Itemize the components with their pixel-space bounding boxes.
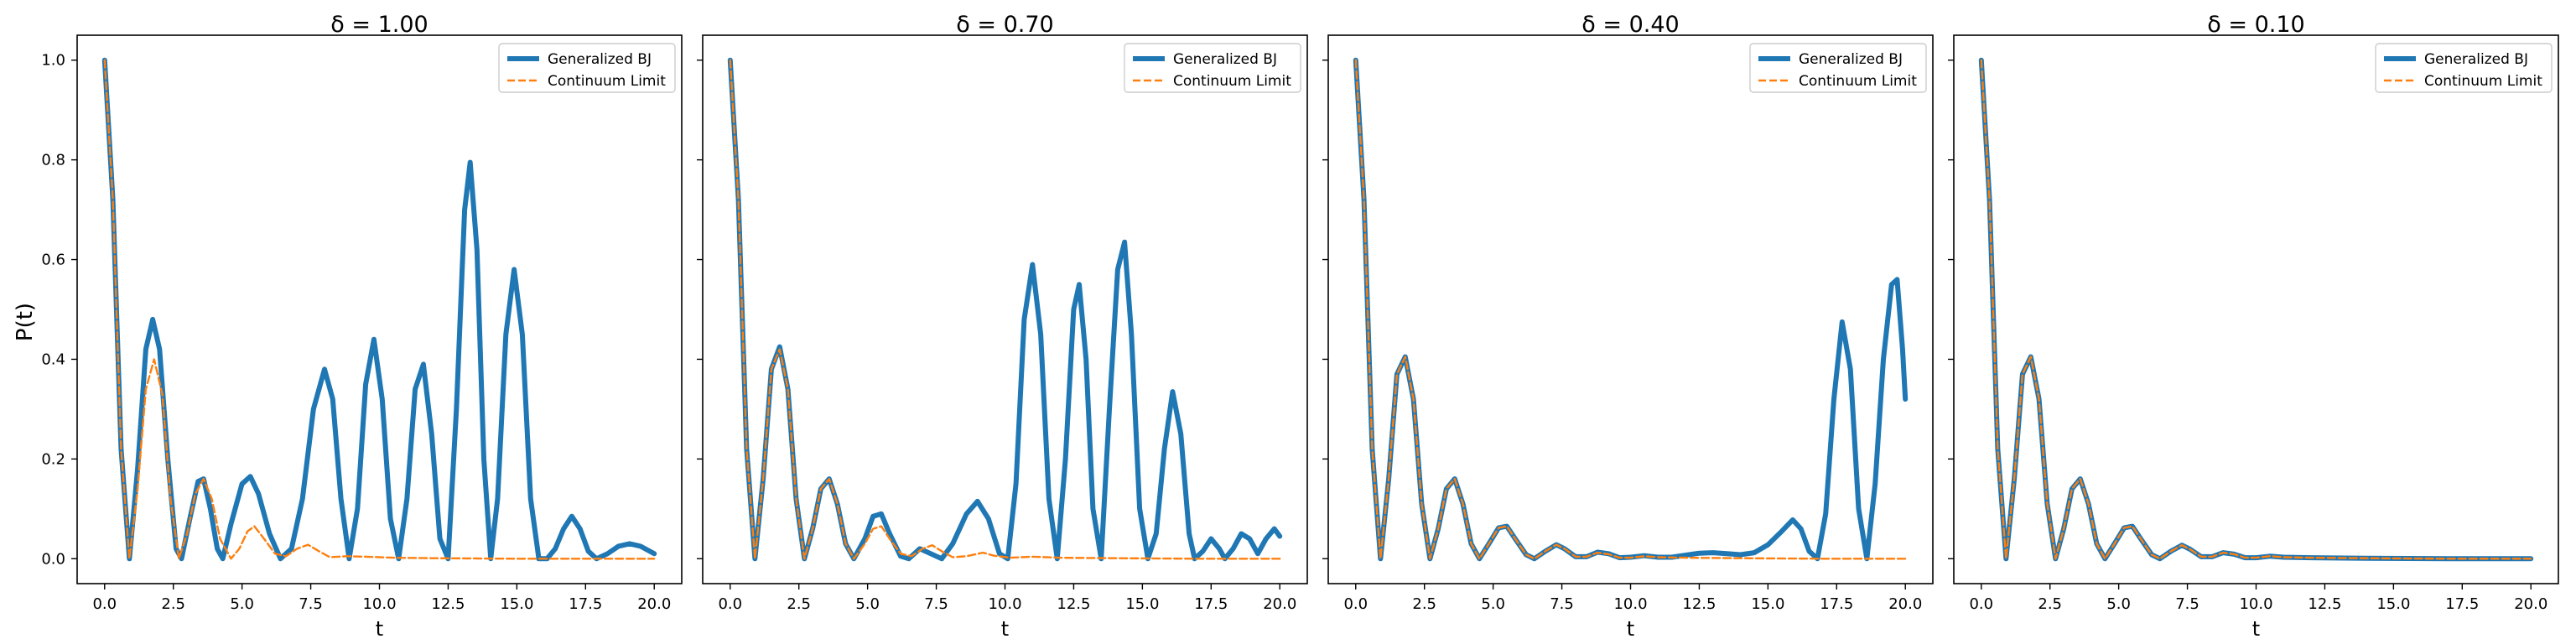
legend-label: Continuum Limit xyxy=(1799,73,1917,90)
x-tick-label: 10.0 xyxy=(362,595,396,613)
y-tick-label: 0.8 xyxy=(41,152,65,169)
x-axis-label: t xyxy=(1001,617,1009,641)
x-tick-label: 12.5 xyxy=(1682,595,1716,613)
x-axis-label: t xyxy=(2252,617,2260,641)
y-tick-label: 0.0 xyxy=(41,550,65,568)
x-tick-label: 12.5 xyxy=(2308,595,2341,613)
chart-title: δ = 0.70 xyxy=(956,12,1053,38)
x-tick-label: 10.0 xyxy=(988,595,1021,613)
chart-title: δ = 1.00 xyxy=(330,12,428,38)
chart-panel-3: 0.0 2.5 5.0 7.5 10.0 12.5 15.0 17.5 20.0 δ = 0.40… xyxy=(1322,12,1934,641)
legend-box xyxy=(2375,43,2553,93)
y-tick-label: 0.2 xyxy=(41,450,65,468)
x-tick-label: 7.5 xyxy=(924,595,948,613)
x-tick-label: 12.5 xyxy=(1057,595,1090,613)
x-tick-label: 5.0 xyxy=(230,595,254,613)
panels: 0.0 2.5 5.0 7.5 10.0 12.5 15.0 17.5 20.0 0.0 0.2 0.… xyxy=(41,12,2559,641)
x-axis-label: t xyxy=(376,617,383,641)
x-tick-label: 2.5 xyxy=(787,595,811,613)
x-tick-label: 17.5 xyxy=(569,595,602,613)
plot-frame xyxy=(1953,34,2559,584)
x-tick-label: 0.0 xyxy=(92,595,117,613)
plot-frame xyxy=(1327,34,1934,584)
x-tick-label: 12.5 xyxy=(431,595,465,613)
series-line-generalized-bj xyxy=(727,57,1283,562)
x-tick-label: 2.5 xyxy=(2038,595,2062,613)
x-tick-label: 0.0 xyxy=(1343,595,1368,613)
x-tick-label: 17.5 xyxy=(1820,595,1853,613)
chart-panel-2: 0.0 2.5 5.0 7.5 10.0 12.5 15.0 17.5 20.0 δ = 0.70… xyxy=(697,12,1308,641)
x-tick-label: 0.0 xyxy=(718,595,742,613)
series-line-continuum-limit xyxy=(103,59,656,560)
series-line-continuum-limit xyxy=(1980,59,2532,560)
series-line-continuum-limit xyxy=(729,59,1281,560)
plot-frame xyxy=(702,34,1308,584)
legend-label: Continuum Limit xyxy=(548,73,666,90)
x-tick-label: 7.5 xyxy=(299,595,323,613)
x-tick-label: 20.0 xyxy=(1263,595,1296,613)
x-tick-label: 15.0 xyxy=(2376,595,2410,613)
x-tick-label: 15.0 xyxy=(500,595,533,613)
x-tick-label: 10.0 xyxy=(1613,595,1647,613)
chart-panel-4: 0.0 2.5 5.0 7.5 10.0 12.5 15.0 17.5 20.0 δ = 0.10… xyxy=(1948,12,2559,641)
x-tick-label: 7.5 xyxy=(1550,595,1574,613)
legend-label: Continuum Limit xyxy=(2424,73,2542,90)
legend-box xyxy=(1124,43,1301,93)
legend-label: Generalized BJ xyxy=(2424,51,2528,68)
x-tick-label: 0.0 xyxy=(1969,595,1993,613)
plot-frame xyxy=(76,34,683,584)
y-tick-label: 0.4 xyxy=(41,351,65,368)
chart-title: δ = 0.10 xyxy=(2207,12,2304,38)
chart-panel-1: 0.0 2.5 5.0 7.5 10.0 12.5 15.0 17.5 20.0 0.0 0.2 0.… xyxy=(41,12,683,641)
x-tick-label: 10.0 xyxy=(2239,595,2272,613)
y-axis-label: P(t) xyxy=(13,303,38,341)
x-tick-label: 5.0 xyxy=(855,595,880,613)
x-axis-label: t xyxy=(1627,617,1634,641)
x-tick-label: 2.5 xyxy=(1412,595,1436,613)
y-tick-label: 1.0 xyxy=(41,52,65,70)
series-line-generalized-bj xyxy=(101,57,657,562)
legend-label: Generalized BJ xyxy=(1173,51,1277,68)
x-tick-label: 2.5 xyxy=(161,595,185,613)
y-tick-label: 0.6 xyxy=(41,252,65,269)
x-tick-label: 20.0 xyxy=(637,595,671,613)
x-tick-label: 7.5 xyxy=(2175,595,2199,613)
series-line-generalized-bj xyxy=(1353,57,1909,562)
legend-label: Generalized BJ xyxy=(1799,51,1903,68)
legend-label: Generalized BJ xyxy=(548,51,652,68)
x-tick-label: 20.0 xyxy=(1888,595,1922,613)
x-tick-label: 15.0 xyxy=(1751,595,1784,613)
legend-box xyxy=(498,43,676,93)
chart-title: δ = 0.40 xyxy=(1581,12,1679,38)
x-tick-label: 17.5 xyxy=(2445,595,2479,613)
series-line-generalized-bj xyxy=(1978,57,2534,562)
series-line-continuum-limit xyxy=(1354,59,1907,560)
x-tick-label: 20.0 xyxy=(2514,595,2547,613)
legend-box xyxy=(1749,43,1927,93)
x-tick-label: 15.0 xyxy=(1125,595,1159,613)
legend-label: Continuum Limit xyxy=(1173,73,1291,90)
x-tick-label: 17.5 xyxy=(1194,595,1228,613)
x-tick-label: 5.0 xyxy=(1481,595,1505,613)
x-tick-label: 5.0 xyxy=(2106,595,2131,613)
